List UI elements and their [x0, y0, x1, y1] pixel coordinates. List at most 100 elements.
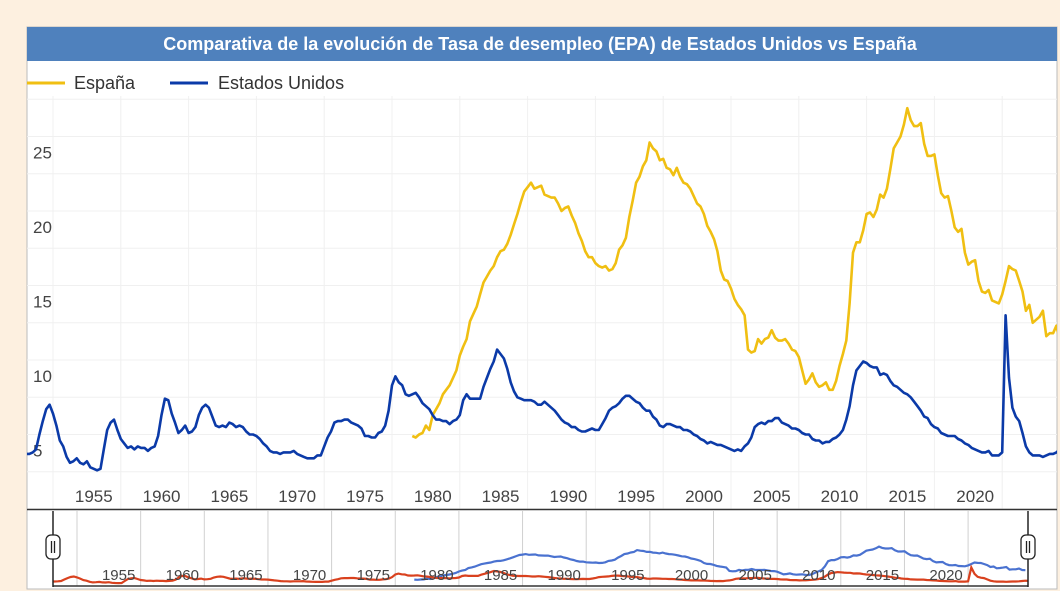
- data-point-espana[interactable]: [945, 193, 951, 199]
- data-point-espana[interactable]: [677, 174, 683, 180]
- data-point-espana[interactable]: [887, 166, 893, 172]
- navigator-right-handle[interactable]: [1020, 511, 1036, 587]
- data-point-espana[interactable]: [447, 382, 453, 388]
- data-point-espana[interactable]: [731, 296, 737, 302]
- data-point-espana[interactable]: [708, 229, 714, 235]
- data-point-espana[interactable]: [840, 351, 846, 357]
- data-point-estados-unidos[interactable]: [884, 372, 890, 378]
- data-point-estados-unidos[interactable]: [165, 397, 171, 403]
- data-point-espana[interactable]: [1050, 330, 1056, 336]
- navigator[interactable]: 1955 1960 1965 1970 1975 1980 1985 1990 1995 2000…: [45, 511, 1036, 587]
- data-point-espana[interactable]: [698, 204, 704, 210]
- data-point-estados-unidos[interactable]: [328, 429, 334, 435]
- data-point-estados-unidos[interactable]: [843, 417, 849, 423]
- data-point-estados-unidos[interactable]: [653, 417, 659, 423]
- data-point-estados-unidos[interactable]: [318, 452, 324, 458]
- data-point-estados-unidos[interactable]: [111, 417, 117, 423]
- data-point-espana[interactable]: [450, 375, 456, 381]
- data-point-espana[interactable]: [691, 193, 697, 199]
- data-point-espana[interactable]: [491, 263, 497, 269]
- data-point-estados-unidos[interactable]: [460, 397, 466, 403]
- data-point-espana[interactable]: [711, 236, 717, 242]
- data-point-espana[interactable]: [494, 254, 500, 260]
- data-point-estados-unidos[interactable]: [416, 394, 422, 400]
- data-point-espana[interactable]: [725, 278, 731, 284]
- data-point-estados-unidos[interactable]: [603, 415, 609, 421]
- data-point-espana[interactable]: [996, 300, 1002, 306]
- data-point-espana[interactable]: [870, 214, 876, 220]
- data-point-espana[interactable]: [474, 303, 480, 309]
- data-point-estados-unidos[interactable]: [382, 423, 388, 429]
- data-point-espana[interactable]: [796, 354, 802, 360]
- data-point-espana[interactable]: [738, 306, 744, 312]
- data-point-espana[interactable]: [433, 406, 439, 412]
- data-point-espana[interactable]: [647, 140, 653, 146]
- data-point-espana[interactable]: [579, 238, 585, 244]
- data-point-espana[interactable]: [538, 183, 544, 189]
- data-point-espana[interactable]: [857, 239, 863, 245]
- data-point-espana[interactable]: [572, 220, 578, 226]
- data-point-estados-unidos[interactable]: [379, 429, 385, 435]
- data-point-espana[interactable]: [508, 232, 514, 238]
- data-point-estados-unidos[interactable]: [182, 423, 188, 429]
- legend-item-espana[interactable]: España: [27, 73, 136, 93]
- data-point-espana[interactable]: [1026, 302, 1032, 308]
- data-point-espana[interactable]: [765, 335, 771, 341]
- data-point-espana[interactable]: [714, 248, 720, 254]
- data-point-estados-unidos[interactable]: [1003, 312, 1009, 318]
- data-point-espana[interactable]: [830, 387, 836, 393]
- data-point-estados-unidos[interactable]: [511, 388, 517, 394]
- data-point-espana[interactable]: [860, 227, 866, 233]
- data-point-espana[interactable]: [1053, 323, 1059, 329]
- data-point-espana[interactable]: [528, 180, 534, 186]
- data-point-espana[interactable]: [511, 221, 517, 227]
- data-point-estados-unidos[interactable]: [501, 356, 507, 362]
- data-point-espana[interactable]: [1037, 314, 1043, 320]
- data-point-estados-unidos[interactable]: [426, 406, 432, 412]
- data-point-espana[interactable]: [437, 400, 443, 406]
- data-point-espana[interactable]: [1023, 308, 1029, 314]
- data-point-espana[interactable]: [999, 291, 1005, 297]
- data-point-espana[interactable]: [477, 291, 483, 297]
- data-point-espana[interactable]: [470, 311, 476, 317]
- data-point-estados-unidos[interactable]: [40, 418, 46, 424]
- data-point-estados-unidos[interactable]: [599, 421, 605, 427]
- data-point-espana[interactable]: [976, 278, 982, 284]
- data-point-estados-unidos[interactable]: [50, 411, 56, 417]
- data-point-estados-unidos[interactable]: [840, 427, 846, 433]
- data-point-espana[interactable]: [972, 257, 978, 263]
- data-point-estados-unidos[interactable]: [918, 408, 924, 414]
- data-point-espana[interactable]: [1040, 308, 1046, 314]
- data-point-espana[interactable]: [565, 204, 571, 210]
- data-point-estados-unidos[interactable]: [491, 359, 497, 365]
- data-point-espana[interactable]: [501, 247, 507, 253]
- data-point-estados-unidos[interactable]: [748, 435, 754, 441]
- data-point-estados-unidos[interactable]: [647, 408, 653, 414]
- data-point-estados-unidos[interactable]: [33, 446, 39, 452]
- data-point-estados-unidos[interactable]: [359, 426, 365, 432]
- data-point-espana[interactable]: [582, 248, 588, 254]
- data-point-estados-unidos[interactable]: [321, 443, 327, 449]
- data-point-estados-unidos[interactable]: [53, 423, 59, 429]
- data-point-espana[interactable]: [948, 208, 954, 214]
- data-point-estados-unidos[interactable]: [155, 433, 161, 439]
- data-point-espana[interactable]: [576, 230, 582, 236]
- data-point-espana[interactable]: [420, 430, 426, 436]
- data-point-espana[interactable]: [921, 141, 927, 147]
- data-point-estados-unidos[interactable]: [392, 373, 398, 379]
- data-point-espana[interactable]: [552, 195, 558, 201]
- data-point-estados-unidos[interactable]: [457, 412, 463, 418]
- data-point-espana[interactable]: [809, 370, 815, 376]
- data-point-espana[interactable]: [518, 199, 524, 205]
- data-point-espana[interactable]: [884, 186, 890, 192]
- data-point-espana[interactable]: [426, 427, 432, 433]
- data-point-espana[interactable]: [806, 376, 812, 382]
- data-point-estados-unidos[interactable]: [745, 440, 751, 446]
- data-point-estados-unidos[interactable]: [399, 382, 405, 388]
- data-point-espana[interactable]: [481, 280, 487, 286]
- data-point-espana[interactable]: [464, 336, 470, 342]
- data-point-espana[interactable]: [701, 211, 707, 217]
- data-point-espana[interactable]: [514, 211, 520, 217]
- data-point-estados-unidos[interactable]: [159, 412, 165, 418]
- data-point-espana[interactable]: [935, 172, 941, 178]
